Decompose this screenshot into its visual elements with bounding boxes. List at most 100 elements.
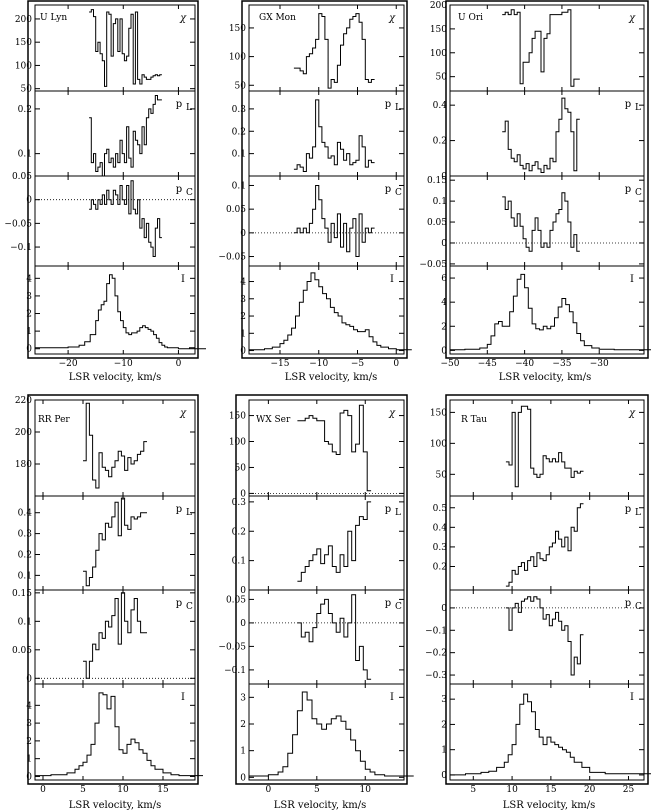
y-tick-label: 0.4 [433, 101, 448, 111]
panel-chi: 180 200 220 χ [15, 396, 196, 497]
panel-label-pl: p [385, 99, 391, 110]
y-tick-label: 0 [441, 346, 447, 356]
y-tick-label: 0.15 [427, 176, 447, 186]
panel-label-subscript: C [395, 602, 402, 612]
y-tick-label: 0.1 [18, 571, 32, 581]
star-label: WX Ser [256, 415, 291, 425]
x-axis-label: LSR velocity, km/s [503, 800, 596, 811]
y-tick-label: 200 [430, 1, 447, 11]
x-tick-label: 10 [506, 785, 518, 795]
panel-label-pl: p [625, 504, 631, 515]
star-label: RR Per [38, 415, 70, 425]
y-tick-label: 0.05 [12, 646, 32, 656]
panel-frame [248, 90, 405, 177]
y-tick-label: 0.1 [433, 197, 447, 207]
y-tick-label: 200 [15, 428, 32, 438]
panel-pL: 0.1 0.2 0.3 0.4 p L [18, 495, 196, 591]
star-label: U Ori [458, 13, 483, 23]
x-tick-label: −35 [552, 359, 571, 369]
series-line-pC [293, 185, 375, 257]
star-label: U Lyn [40, 13, 67, 23]
y-tick-label: 1 [240, 329, 246, 339]
y-tick-label: 1 [441, 746, 447, 756]
star-column-u-lyn: U Lyn LSR velocity, km/s [40, 13, 161, 383]
x-tick-label: −50 [441, 359, 460, 369]
y-tick-label: 150 [229, 412, 246, 422]
panel-pL: 0.2 0.3 0.4 0.5 p L [433, 495, 645, 591]
panel-label-i: I [181, 692, 185, 703]
y-tick-label: 0.05 [427, 218, 447, 228]
panel-label-pc: p [176, 184, 182, 195]
y-tick-label: 0 [441, 172, 447, 182]
y-tick-label: 0.2 [18, 550, 32, 560]
y-tick-label: 2 [26, 310, 32, 320]
star-label: R Tau [461, 415, 487, 425]
y-tick-label: 1 [26, 327, 32, 337]
y-tick-label: 1 [26, 755, 32, 765]
y-tick-label: 50 [235, 81, 247, 91]
series-line-chi [502, 9, 580, 87]
panel-chi: 50 100 150 χ [430, 399, 645, 497]
panel-label-subscript: C [186, 188, 193, 198]
y-tick-label: 150 [430, 408, 447, 418]
x-tick-label: −10 [114, 359, 133, 369]
y-tick-label: 180 [15, 460, 32, 470]
x-axis-label: LSR velocity, km/s [499, 372, 592, 383]
panel-frame [449, 589, 645, 685]
series-line-pC [83, 592, 147, 679]
panel-label-pl: p [385, 504, 391, 515]
panel-frame [248, 265, 405, 355]
series-line-pL [83, 497, 147, 587]
y-tick-label: 0.4 [433, 523, 448, 533]
x-tick-label: 0 [393, 359, 399, 369]
x-tick-label: 5 [314, 785, 320, 795]
y-tick-label: 0.3 [232, 105, 247, 115]
series-line-pL [89, 95, 162, 177]
panel-label-pc: p [625, 184, 631, 195]
panel-chi: 50 100 150 200 χ [430, 1, 645, 92]
y-tick-label: −0.05 [419, 260, 447, 270]
panel-label-chi: χ [628, 13, 636, 24]
y-tick-label: 50 [21, 85, 33, 95]
panel-I: 0 1 2 3 4 I [26, 683, 203, 782]
star-label: GX Mon [259, 13, 296, 23]
y-tick-label: 100 [15, 61, 32, 71]
y-tick-label: 3 [26, 292, 32, 302]
panel-label-chi: χ [179, 13, 187, 24]
x-tick-label: 10 [117, 785, 129, 795]
series-line-chi [89, 9, 162, 87]
panel-frame [34, 175, 196, 267]
x-tick-label: −20 [59, 359, 78, 369]
panel-label-subscript: L [395, 508, 401, 518]
series-line-chi [505, 405, 584, 488]
series-line-I [450, 273, 651, 351]
series-line-I [249, 691, 414, 777]
panel-label-subscript: L [186, 508, 192, 518]
y-tick-label: 0 [240, 347, 246, 357]
panel-label-subscript: L [635, 103, 641, 113]
y-tick-label: 2 [240, 312, 246, 322]
x-tick-label: 15 [157, 785, 169, 795]
panel-label-subscript: C [635, 602, 642, 612]
star-frame [445, 394, 649, 785]
star-column-r-tau: R Tau LSR velocity, km/s [461, 415, 595, 811]
y-tick-label: 0.05 [226, 595, 246, 605]
x-tick-label: −30 [590, 359, 609, 369]
y-tick-label: −0.1 [10, 243, 32, 253]
y-tick-label: 0 [240, 229, 246, 239]
series-line-pC [502, 192, 580, 252]
y-tick-label: 100 [430, 439, 447, 449]
y-tick-label: 0 [441, 604, 447, 614]
y-tick-label: 0.2 [232, 527, 246, 537]
panel-label-pc: p [176, 598, 182, 609]
x-axis-label: LSR velocity, km/s [274, 800, 367, 811]
series-line-pL [505, 503, 584, 587]
y-tick-label: 4 [26, 701, 32, 711]
y-tick-label: 3 [240, 693, 246, 703]
panel-label-i: I [630, 692, 634, 703]
panel-pL: 0.1 0.2 0.3 p L [232, 90, 405, 177]
y-tick-label: −0.1 [425, 626, 447, 636]
